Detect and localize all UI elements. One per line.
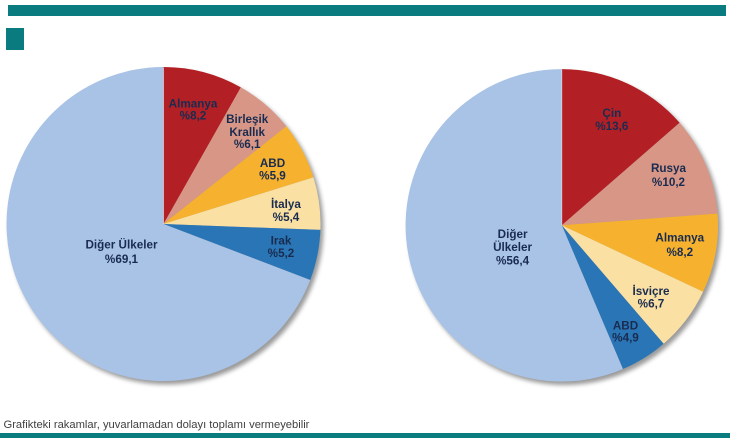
svg-text:%10,2: %10,2 [652, 176, 686, 189]
svg-text:%13,6: %13,6 [595, 120, 629, 133]
svg-text:%8,2: %8,2 [666, 246, 693, 259]
svg-text:Rusya: Rusya [651, 162, 687, 175]
svg-text:Çin: Çin [602, 107, 621, 120]
svg-text:%6,1: %6,1 [234, 138, 261, 151]
svg-text:%8,2: %8,2 [180, 110, 207, 123]
svg-text:%5,4: %5,4 [273, 211, 300, 224]
svg-text:%69,1: %69,1 [105, 253, 139, 266]
svg-text:Diğer Ülkeler: Diğer Ülkeler [85, 239, 158, 252]
svg-text:Almanya: Almanya [655, 232, 704, 245]
svg-text:Irak: Irak [271, 235, 292, 248]
svg-text:%6,7: %6,7 [638, 298, 665, 311]
svg-text:%4,9: %4,9 [612, 332, 639, 345]
svg-text:Ülkeler: Ülkeler [493, 241, 532, 254]
svg-text:İsviçre: İsviçre [632, 285, 670, 298]
svg-text:%5,9: %5,9 [259, 169, 286, 182]
svg-text:Almanya: Almanya [169, 98, 218, 111]
svg-text:Birleşik: Birleşik [226, 113, 269, 126]
svg-text:Krallık: Krallık [229, 126, 265, 139]
svg-text:Diğer: Diğer [498, 228, 528, 241]
svg-text:%56,4: %56,4 [496, 254, 530, 267]
svg-text:ABD: ABD [613, 319, 638, 332]
svg-text:ABD: ABD [260, 157, 285, 170]
svg-text:%5,2: %5,2 [268, 247, 295, 260]
svg-text:İtalya: İtalya [271, 198, 301, 211]
